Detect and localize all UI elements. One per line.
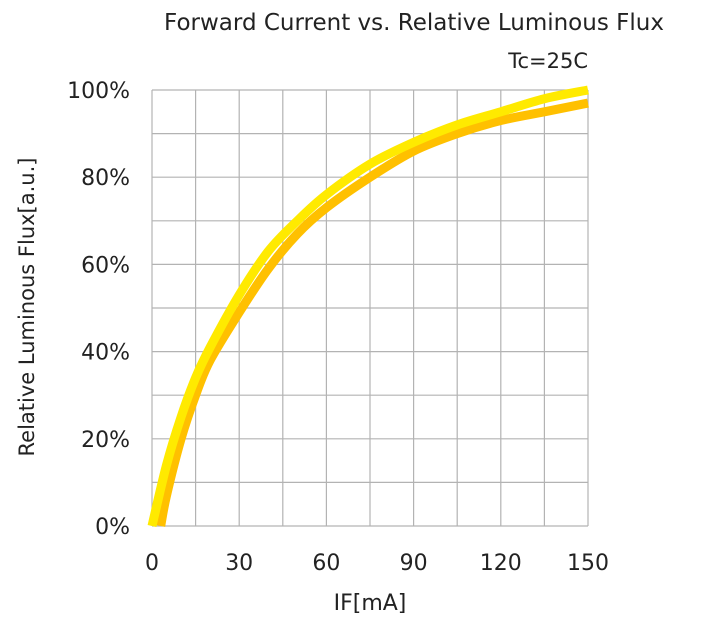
series-lines [147,85,589,528]
x-tick-label: 30 [225,551,253,576]
x-tick-label: 150 [567,551,609,576]
grid [151,89,589,527]
series-line-1 [147,85,589,528]
y-tick-label: 40% [81,341,130,366]
chart-title: Forward Current vs. Relative Luminous Fl… [164,10,664,36]
x-tick-label: 0 [145,551,159,576]
y-axis-label: Relative Luminous Flux[a.u.] [15,158,39,457]
tick-labels: 0 30 60 90 120 150 0% 20% 40% 60% 80% 100% [67,79,609,576]
x-tick-label: 120 [480,551,522,576]
y-tick-label: 60% [81,253,130,278]
x-axis-label: IF[mA] [334,591,407,616]
x-tick-label: 90 [400,551,428,576]
y-tick-label: 100% [67,79,130,104]
x-tick-label: 60 [312,551,340,576]
series-line-2 [156,98,589,527]
chart-annotation: Tc=25C [507,49,588,73]
y-tick-label: 0% [95,515,130,540]
y-tick-label: 20% [81,428,130,453]
y-tick-label: 80% [81,166,130,191]
